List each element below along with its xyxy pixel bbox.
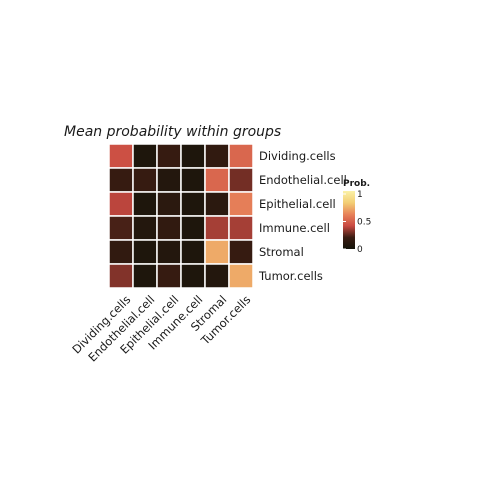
heatmap-cell [132, 239, 158, 265]
legend-ticks: 10.50 [343, 190, 371, 255]
heatmap-cell [156, 215, 182, 241]
legend-colorbar [343, 191, 355, 249]
heatmap-cell [180, 215, 206, 241]
heatmap-cell [108, 191, 134, 217]
heatmap-cell [180, 239, 206, 265]
heatmap-cell [180, 167, 206, 193]
legend-tick-label: 0 [357, 245, 363, 255]
heatmap-cell [228, 143, 254, 169]
heatmap-cell [108, 167, 134, 193]
heatmap-cell [108, 143, 134, 169]
heatmap-cell [156, 143, 182, 169]
column-labels: Dividing.cellsEndothelial.cellEpithelial… [69, 292, 253, 364]
heatmap-cell [228, 239, 254, 265]
row-label: Dividing.cells [259, 149, 336, 163]
row-labels: Dividing.cells Endothelial.cell Epithelial… [258, 149, 347, 283]
heatmap-cell [228, 167, 254, 193]
chart-title: Mean probability within groups [64, 124, 281, 140]
row-label: Stromal [259, 245, 304, 259]
heatmap-cell [108, 263, 134, 289]
heatmap-cell [132, 143, 158, 169]
heatmap-cells [108, 143, 254, 289]
heatmap-cell [204, 143, 230, 169]
heatmap-cell [132, 263, 158, 289]
heatmap-cell [132, 191, 158, 217]
heatmap-cell [156, 167, 182, 193]
heatmap-cell [204, 191, 230, 217]
heatmap-cell [180, 263, 206, 289]
heatmap-cell [228, 263, 254, 289]
row-label: Tumor.cells [258, 269, 323, 283]
color-legend: Prob. 10.50 [343, 179, 371, 255]
heatmap-cell [108, 239, 134, 265]
row-label: Epithelial.cell [259, 197, 336, 211]
heatmap-cell [132, 215, 158, 241]
heatmap-cell [156, 191, 182, 217]
heatmap-cell [108, 215, 134, 241]
legend-title: Prob. [343, 179, 370, 189]
heatmap-cell [204, 167, 230, 193]
heatmap-cell [204, 239, 230, 265]
heatmap-cell [228, 215, 254, 241]
row-label: Immune.cell [259, 221, 330, 235]
heatmap-cell [132, 167, 158, 193]
heatmap-cell [228, 191, 254, 217]
heatmap-cell [156, 239, 182, 265]
heatmap-cell [204, 215, 230, 241]
legend-tick-label: 1 [357, 190, 363, 200]
heatmap-cell [180, 143, 206, 169]
heatmap-cell [180, 191, 206, 217]
legend-tick-label: 0.5 [357, 218, 371, 228]
heatmap-cell [204, 263, 230, 289]
row-label: Endothelial.cell [259, 173, 347, 187]
heatmap-cell [156, 263, 182, 289]
